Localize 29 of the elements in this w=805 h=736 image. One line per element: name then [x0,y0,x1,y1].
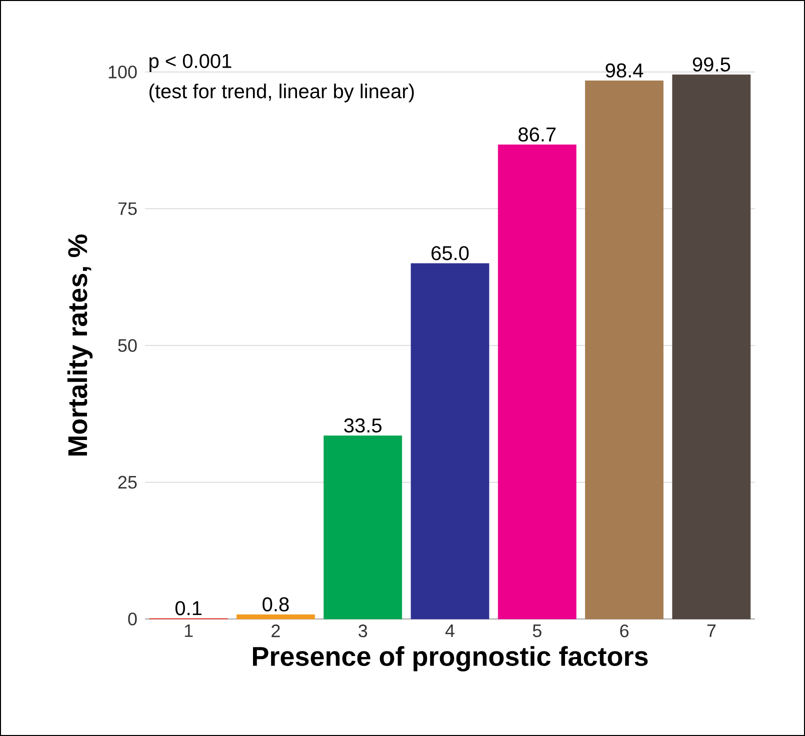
x-tick-label: 2 [272,624,280,638]
bar [410,263,490,620]
annotation: p < 0.001 [150,54,232,72]
bar [236,614,315,620]
annotation: (test for trend, linear by linear) [149,84,414,102]
x-axis-title: Presence of prognostic factors [253,646,648,672]
y-tick-label: 0 [128,612,137,626]
x-tick-label: 3 [358,624,368,638]
y-tick-label: 100 [108,66,137,78]
y-axis-title: Mortality rates, % [67,234,93,456]
data-label: 99.5 [692,57,730,72]
data-label: 0.8 [262,597,289,612]
bar [498,144,576,620]
x-tick-label: 1 [184,624,193,637]
x-tick-label: 6 [620,624,629,638]
data-label: 86.7 [518,127,556,142]
bar [672,74,751,620]
y-tick-label: 25 [118,476,137,489]
bar [324,436,402,620]
x-tick-label: 4 [445,624,454,637]
y-tick-label: 50 [118,339,137,352]
x-tick-label: 7 [707,624,716,637]
data-label: 33.5 [344,418,382,433]
data-label: 98.4 [606,63,644,78]
x-tick-label: 5 [532,624,542,638]
data-label: 65.0 [432,246,469,260]
data-label: 0.1 [175,601,202,616]
y-tick-label: 75 [118,202,137,216]
bar [585,80,664,620]
